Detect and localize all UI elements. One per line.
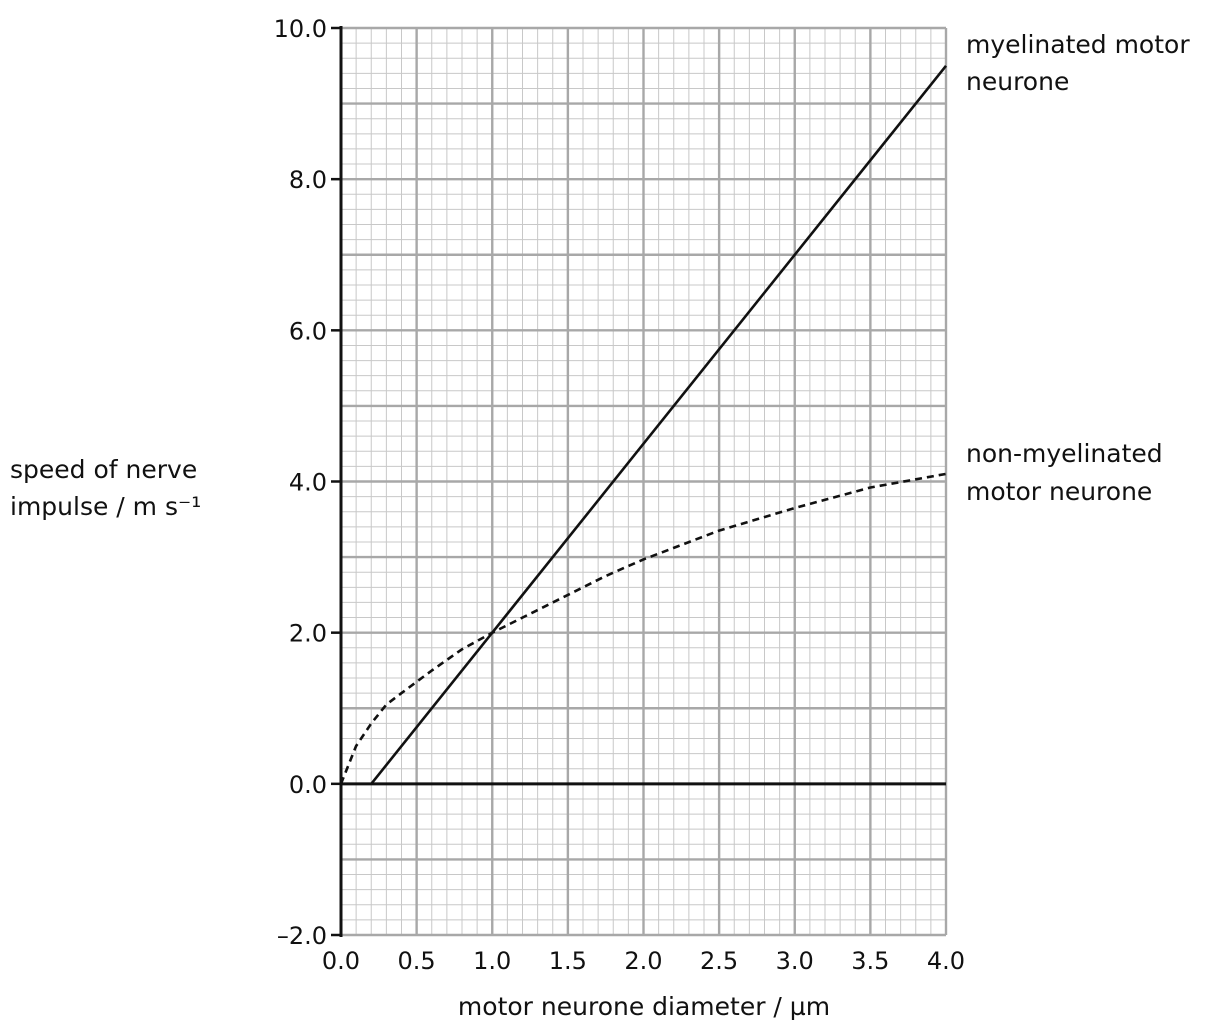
myelinated-label-line-2: neurone (966, 67, 1069, 96)
x-tick-label: 0.0 (322, 947, 360, 975)
y-axis-title-line-2: impulse / m s⁻¹ (10, 492, 201, 521)
x-tick-label: 1.0 (473, 947, 511, 975)
x-tick-label: 2.5 (700, 947, 738, 975)
x-tick-label: 4.0 (927, 947, 965, 975)
myelinated-series-line (370, 64, 948, 785)
y-tick-label: 10.0 (274, 15, 327, 43)
x-tick-label: 3.0 (776, 947, 814, 975)
non-myelinated-series-line (339, 472, 947, 785)
non-myelinated-label-line-2: motor neurone (966, 477, 1152, 506)
x-axis-title: motor neurone diameter / µm (458, 992, 830, 1021)
y-tick-label: 8.0 (289, 166, 327, 194)
y-tick-label: 2.0 (289, 620, 327, 648)
x-tick-label: 3.5 (851, 947, 889, 975)
x-tick-label: 0.5 (398, 947, 436, 975)
y-tick-label: –2.0 (277, 922, 327, 950)
non-myelinated-label-line-1: non-myelinated (966, 439, 1163, 468)
y-tick-label: 0.0 (289, 771, 327, 799)
y-axis-title-line-1: speed of nerve (10, 455, 197, 484)
data-series (339, 64, 948, 785)
x-tick-label: 2.0 (624, 947, 662, 975)
y-tick-label: 6.0 (289, 317, 327, 345)
x-tick-labels: 0.0 0.5 1.0 1.5 2.0 2.5 3.0 3.5 4.0 (322, 947, 965, 975)
myelinated-label-line-1: myelinated motor (966, 30, 1190, 59)
x-tick-label: 1.5 (549, 947, 587, 975)
y-tick-label: 4.0 (289, 469, 327, 497)
y-tick-labels: –2.0 0.0 2.0 4.0 6.0 8.0 10.0 (274, 15, 341, 950)
